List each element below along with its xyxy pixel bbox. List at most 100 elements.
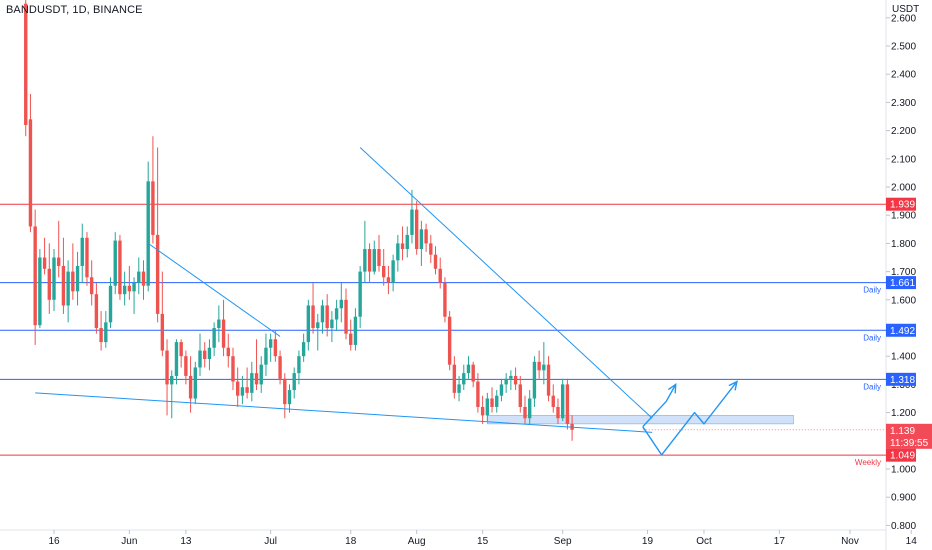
candle-body <box>155 234 160 314</box>
time-tick-label: 14 <box>906 536 918 547</box>
support-zone-layer <box>487 415 794 425</box>
candle-body <box>47 268 51 300</box>
candle-body <box>325 305 329 328</box>
projection-path <box>642 384 677 428</box>
price-tick-label: 2.600 <box>891 13 916 24</box>
candle-body <box>471 364 475 382</box>
candle-body <box>311 305 315 328</box>
candle-body <box>193 367 197 399</box>
candle-body <box>316 322 320 328</box>
candle-body <box>344 299 348 334</box>
candle-body <box>137 271 141 283</box>
candle-body <box>433 254 438 269</box>
time-axis[interactable]: 16 Jun 13 Jul 18 Aug 15 Sep 19 Oct 17 Nov 14 <box>48 530 917 547</box>
candles-layer <box>24 0 574 441</box>
candle-body <box>556 406 560 419</box>
candle-body <box>334 308 339 320</box>
candle-body <box>231 356 235 382</box>
candle-body <box>382 265 386 278</box>
current-price-countdown: 11:39:55 <box>890 438 929 449</box>
candle-body <box>235 381 240 396</box>
projection-path <box>642 381 738 456</box>
candle-body <box>372 249 376 272</box>
candle-body <box>419 229 424 250</box>
candle-body <box>499 384 504 396</box>
candle-body <box>447 316 452 365</box>
time-tick-label: Jul <box>264 536 277 547</box>
candle-body <box>480 406 485 416</box>
projections-layer <box>642 380 738 456</box>
level-price-badge-label: 1.661 <box>890 278 915 289</box>
candle-body <box>99 328 103 343</box>
candle-body <box>104 322 108 343</box>
candle-body <box>400 243 405 250</box>
candle-body <box>33 226 37 326</box>
time-tick-label: Oct <box>696 536 712 547</box>
candle-body <box>259 364 263 385</box>
candle-body <box>28 119 33 227</box>
candle-body <box>330 319 334 328</box>
candle-body <box>396 243 400 261</box>
time-tick-label: 19 <box>642 536 654 547</box>
candle-body <box>85 237 89 278</box>
candle-body <box>118 240 122 295</box>
price-tick-label: 0.800 <box>891 521 916 532</box>
candle-body <box>349 333 353 345</box>
candle-body <box>424 229 428 244</box>
candle-body <box>560 384 565 419</box>
candle-body <box>127 285 132 292</box>
candle-body <box>264 347 268 365</box>
time-tick-label: 13 <box>180 536 192 547</box>
candle-body <box>429 243 433 255</box>
candle-body <box>363 249 367 272</box>
candle-body <box>268 339 273 348</box>
candle-body <box>146 181 150 286</box>
price-tick-label: 2.200 <box>891 126 916 137</box>
price-tick-label: 2.300 <box>891 98 916 109</box>
candle-body <box>301 342 306 357</box>
price-tick-label: 1.200 <box>891 408 916 419</box>
price-tick-label: 1.900 <box>891 211 916 222</box>
candle-body <box>179 342 183 357</box>
candle-body <box>490 398 494 407</box>
candle-body <box>320 305 325 323</box>
candle-body <box>184 356 188 376</box>
current-price-label: 1.139 <box>890 426 915 437</box>
candle-body <box>165 350 169 385</box>
candle-body <box>462 373 466 385</box>
candle-body <box>518 384 522 407</box>
level-tag: Daily <box>863 333 881 342</box>
candle-body <box>188 375 193 399</box>
candle-body <box>297 356 301 374</box>
price-tick-label: 2.000 <box>891 183 916 194</box>
trendlines-layer <box>35 147 653 433</box>
candle-body <box>212 328 216 348</box>
price-tick-label: 1.000 <box>891 465 916 476</box>
candle-body <box>160 313 165 351</box>
candle-body <box>485 398 490 416</box>
price-tick-label: 0.900 <box>891 493 916 504</box>
time-tick-label: 16 <box>48 536 60 547</box>
candle-body <box>207 347 212 360</box>
time-tick-label: 17 <box>774 536 786 547</box>
candle-body <box>250 373 254 393</box>
candle-body <box>353 316 358 345</box>
candle-body <box>476 381 480 407</box>
time-tick-label: Nov <box>841 536 859 547</box>
time-tick-label: Jun <box>121 536 137 547</box>
candle-body <box>240 387 245 396</box>
candle-body <box>537 361 541 371</box>
candle-body <box>278 356 282 379</box>
trendline <box>147 242 281 337</box>
candle-body <box>367 249 372 272</box>
candle-body <box>94 294 99 328</box>
candle-body <box>75 265 80 292</box>
price-tick-label: 1.700 <box>891 267 916 278</box>
candle-body <box>122 285 127 295</box>
candle-body <box>551 395 555 407</box>
projection-arrowhead <box>667 382 677 394</box>
candle-body <box>245 387 249 393</box>
candle-body <box>565 384 570 424</box>
candle-body <box>339 299 344 309</box>
